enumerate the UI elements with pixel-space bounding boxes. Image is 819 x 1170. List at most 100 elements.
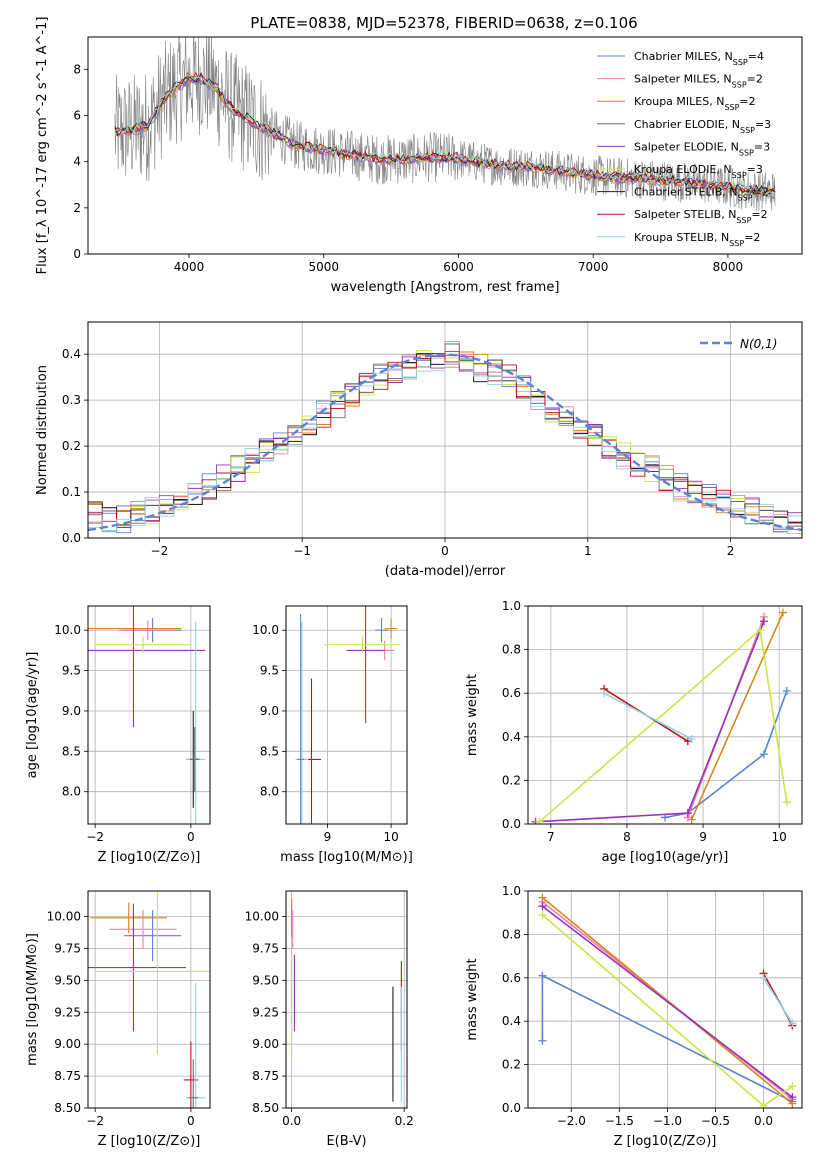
x-axis-label: (data-model)/error xyxy=(385,564,506,579)
weight-line xyxy=(690,612,784,820)
x-tick-label: −2 xyxy=(86,1114,104,1128)
legend-label: Kroupa STELIB, NSSP=2 xyxy=(634,231,760,248)
y-tick-label: 9.50 xyxy=(54,973,81,987)
histogram-3 xyxy=(88,343,802,527)
y-tick-label: 10.0 xyxy=(252,623,279,637)
plus-marker xyxy=(538,902,547,911)
plus-marker xyxy=(538,971,547,980)
x-axis-label: Z [log10(Z/Z⊙)] xyxy=(98,850,201,865)
y-tick-label: 10.00 xyxy=(245,910,279,924)
x-tick-label: 7 xyxy=(547,830,555,844)
plot-area xyxy=(538,893,797,1108)
axes-frame xyxy=(87,36,803,255)
plus-marker xyxy=(687,734,696,743)
plus-marker xyxy=(788,1082,797,1091)
plot-area xyxy=(114,37,776,212)
weight-line xyxy=(762,977,794,1024)
legend-count: =3 xyxy=(747,163,763,176)
legend-count: =3 xyxy=(755,118,771,131)
weight-line xyxy=(603,692,692,740)
plus-marker xyxy=(759,1101,768,1108)
y-tick-label: 0.8 xyxy=(502,643,521,657)
axes-frame xyxy=(87,605,211,825)
y-tick-label: 8.5 xyxy=(62,744,81,758)
plus-marker xyxy=(600,689,609,698)
model-line-8 xyxy=(114,74,776,195)
legend-label: Chabrier ELODIE, NSSP=3 xyxy=(634,118,771,135)
model-line-6 xyxy=(114,72,776,195)
plot-area xyxy=(88,341,802,534)
x-tick-label: −2.0 xyxy=(557,1114,586,1128)
legend: N(0,1) xyxy=(700,337,777,351)
y-tick-label: 4 xyxy=(73,155,81,169)
y-tick-label: 10.0 xyxy=(54,623,81,637)
x-axis-label: age [log10(age/yr)] xyxy=(602,850,729,865)
plot-area xyxy=(291,898,402,1102)
x-axis-label: E(B-V) xyxy=(326,1134,366,1149)
y-tick-label: 9.5 xyxy=(62,664,81,678)
axes-frame xyxy=(527,605,803,825)
y-tick-label: 9.50 xyxy=(252,973,279,987)
y-tick-label: 0.1 xyxy=(62,485,81,499)
y-tick-label: 0.0 xyxy=(502,817,521,831)
y-tick-label: 1.0 xyxy=(502,599,521,613)
plus-marker xyxy=(538,1036,547,1045)
y-tick-label: 8.50 xyxy=(54,1101,81,1115)
y-axis-label: Normed distribution xyxy=(35,365,50,495)
x-tick-label: −2 xyxy=(151,544,169,558)
x-tick-label: 6000 xyxy=(443,260,474,274)
x-axis-label: wavelength [Angstrom, rest frame] xyxy=(331,280,560,295)
x-tick-label: 0 xyxy=(187,1114,195,1128)
legend-label: Salpeter ELODIE, NSSP=3 xyxy=(634,140,770,157)
chart-age-vs-mass: 9 10 8.0 8.5 9.0 9.5 10.0 mass [log10(M/M⊙)] xyxy=(252,605,413,865)
plot-area xyxy=(88,891,210,1108)
x-tick-label: 8 xyxy=(623,830,631,844)
legend-subscript: SSP xyxy=(732,80,747,89)
x-tick-label: 0.2 xyxy=(395,1114,414,1128)
y-tick-label: 8 xyxy=(73,62,81,76)
y-tick-label: 9.0 xyxy=(260,704,279,718)
y-tick-label: 0.0 xyxy=(502,1101,521,1115)
y-tick-label: 8.0 xyxy=(62,785,81,799)
y-axis-label: Flux [f_λ 10^-17 erg cm^-2 s^-1 A^-1] xyxy=(35,17,50,275)
y-tick-label: 8.75 xyxy=(252,1069,279,1083)
plus-marker xyxy=(788,1019,797,1028)
y-tick-label: 6 xyxy=(73,108,81,122)
weight-line xyxy=(541,896,793,1105)
x-tick-label: 2 xyxy=(727,544,735,558)
y-tick-label: 0.3 xyxy=(62,393,81,407)
axes-frame xyxy=(87,890,211,1109)
plus-marker xyxy=(535,817,544,824)
legend-label: Kroupa ELODIE, NSSP=3 xyxy=(634,163,763,180)
y-tick-label: 9.00 xyxy=(252,1037,279,1051)
chart-residuals: −2 −1 0 1 2 0.0 0.1 0.2 0.3 0.4 (data-model)/error… xyxy=(35,321,803,579)
x-tick-label: 0.0 xyxy=(754,1114,773,1128)
plot-area xyxy=(88,606,206,824)
y-tick-label: 8.5 xyxy=(260,744,279,758)
legend-label: N(0,1) xyxy=(740,337,777,351)
y-tick-label: 9.25 xyxy=(54,1005,81,1019)
y-tick-label: 9.75 xyxy=(252,941,279,955)
legend-subscript: SSP xyxy=(738,193,753,202)
y-tick-label: 0.8 xyxy=(502,927,521,941)
plus-marker xyxy=(782,687,791,696)
y-tick-label: 0 xyxy=(73,247,81,261)
plus-marker xyxy=(759,973,768,982)
y-tick-label: 9.00 xyxy=(54,1037,81,1051)
axes-frame xyxy=(527,890,803,1109)
y-tick-label: 0.6 xyxy=(502,686,521,700)
y-tick-label: 0.4 xyxy=(502,1014,521,1028)
y-tick-label: 0.2 xyxy=(62,439,81,453)
y-tick-label: 2 xyxy=(73,201,81,215)
x-tick-label: −2 xyxy=(86,830,104,844)
y-axis-label: mass weight xyxy=(465,958,480,1040)
legend-label: Chabrier MILES, NSSP=4 xyxy=(634,50,764,67)
y-tick-label: 0.6 xyxy=(502,971,521,985)
axes-frame xyxy=(87,321,803,539)
y-tick-label: 9.75 xyxy=(54,941,81,955)
legend-count: =2 xyxy=(744,231,760,244)
legend-label: Chabrier STELIB, NSSP=2 xyxy=(634,186,769,203)
x-tick-label: −1.5 xyxy=(605,1114,634,1128)
